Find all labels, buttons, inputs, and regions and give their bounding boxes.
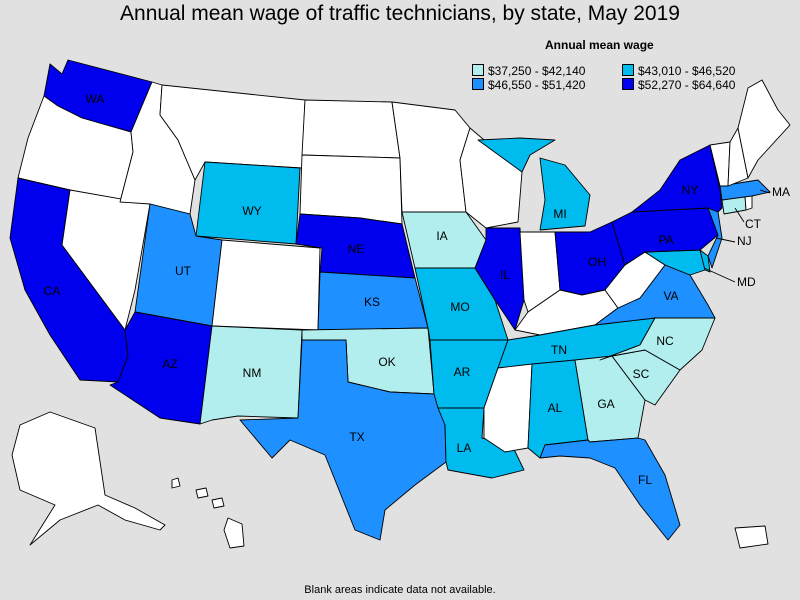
label-az: AZ: [162, 357, 177, 371]
state-az[interactable]: [109, 311, 213, 425]
state-tx[interactable]: [239, 339, 447, 541]
label-ny: NY: [682, 183, 699, 197]
legend-swatch: [622, 64, 634, 76]
state-ak[interactable]: [11, 411, 166, 546]
state-de[interactable]: [699, 249, 711, 273]
label-tx: TX: [349, 430, 364, 444]
legend-label: $52,270 - $64,640: [638, 78, 736, 92]
leader-line-md: [703, 267, 736, 283]
state-mn[interactable]: [391, 101, 471, 213]
state-nc[interactable]: [599, 317, 716, 371]
legend-item: $46,550 - $51,420: [472, 78, 585, 92]
label-nm: NM: [243, 366, 262, 380]
state-mi[interactable]: [477, 137, 591, 231]
label-wa: WA: [86, 92, 105, 106]
label-fl: FL: [638, 473, 652, 487]
label-ma: MA: [772, 185, 790, 199]
label-nc: NC: [656, 334, 674, 348]
label-wy: WY: [242, 204, 261, 218]
label-tn: TN: [551, 343, 567, 357]
leader-line-nj: [715, 237, 736, 243]
label-sc: SC: [633, 367, 650, 381]
legend-item: $37,250 - $42,140: [472, 64, 585, 78]
state-me[interactable]: [737, 79, 791, 179]
page-title: Annual mean wage of traffic technicians,…: [120, 2, 680, 25]
leader-line-ma: [759, 189, 771, 194]
label-mi: MI: [553, 207, 566, 221]
legend-swatch: [622, 78, 634, 90]
legend-item: $43,010 - $46,520: [622, 64, 735, 78]
label-al: AL: [548, 401, 563, 415]
legend-label: $46,550 - $51,420: [488, 78, 586, 92]
leader-line-ct: [734, 207, 745, 223]
state-ri[interactable]: [744, 195, 753, 211]
state-wi[interactable]: [459, 127, 523, 229]
label-nj: NJ: [737, 234, 752, 248]
legend-label: $43,010 - $46,520: [638, 64, 736, 78]
label-ct: CT: [745, 217, 762, 231]
label-ok: OK: [378, 355, 395, 369]
legend-item: $52,270 - $64,640: [622, 78, 735, 92]
label-va: VA: [663, 289, 678, 303]
label-oh: OH: [588, 255, 606, 269]
state-hi[interactable]: [171, 477, 245, 549]
label-ia: IA: [436, 229, 447, 243]
state-wy[interactable]: [195, 161, 301, 245]
label-ca: CA: [44, 284, 61, 298]
footnote: Blank areas indicate data not available.: [304, 584, 496, 596]
label-ks: KS: [364, 295, 380, 309]
state-sd[interactable]: [299, 154, 403, 225]
legend-label: $37,250 - $42,140: [488, 64, 586, 78]
state-la[interactable]: [437, 407, 525, 479]
label-pa: PA: [658, 233, 673, 247]
label-il: IL: [500, 268, 510, 282]
label-ne: NE: [348, 242, 365, 256]
legend-swatch: [472, 78, 484, 90]
territory-pr[interactable]: [734, 525, 769, 549]
state-ma[interactable]: [719, 179, 771, 201]
label-ar: AR: [454, 365, 471, 379]
state-co[interactable]: [211, 239, 321, 331]
state-nd[interactable]: [301, 99, 401, 159]
label-mo: MO: [450, 300, 469, 314]
state-fl[interactable]: [539, 437, 681, 541]
legend-swatch: [472, 64, 484, 76]
legend-title: Annual mean wage: [545, 38, 654, 52]
label-md: MD: [737, 275, 756, 289]
state-ny[interactable]: [631, 144, 723, 213]
label-ut: UT: [175, 264, 192, 278]
label-ga: GA: [597, 397, 614, 411]
label-la: LA: [457, 441, 472, 455]
